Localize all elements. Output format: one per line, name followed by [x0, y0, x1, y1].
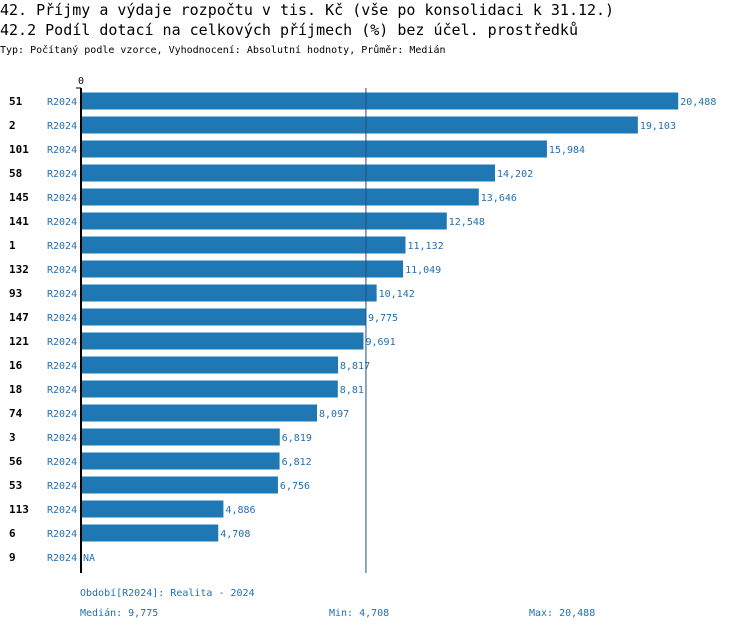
category-label: 93	[9, 287, 22, 300]
value-label: 6,756	[280, 481, 310, 492]
period-label: R2024	[47, 529, 77, 540]
period-label: R2024	[47, 481, 77, 492]
bar	[81, 380, 338, 398]
bar	[81, 500, 224, 518]
period-label: R2024	[47, 97, 77, 108]
category-label: 6	[9, 527, 16, 540]
period-label: R2024	[47, 409, 77, 420]
bar	[81, 284, 377, 302]
footer-min: Min: 4,708	[329, 608, 390, 619]
category-label: 74	[9, 407, 23, 420]
period-label: R2024	[47, 505, 77, 516]
value-label: 4,886	[225, 505, 255, 516]
period-label: R2024	[47, 385, 77, 396]
period-label: R2024	[47, 313, 77, 324]
period-label: R2024	[47, 457, 77, 468]
period-label: R2024	[47, 337, 77, 348]
category-label: 145	[9, 191, 29, 204]
bar	[81, 116, 638, 134]
value-label: 13,646	[481, 193, 517, 204]
value-label: 8,81	[340, 385, 364, 396]
bar	[81, 476, 278, 494]
value-label: 15,984	[549, 145, 585, 156]
value-label: 14,202	[497, 169, 533, 180]
bar	[81, 212, 447, 230]
bar	[81, 260, 404, 278]
x-tick-label: 0	[78, 76, 84, 87]
period-label: R2024	[47, 241, 77, 252]
bar	[81, 332, 364, 350]
value-label: 10,142	[379, 289, 415, 300]
category-label: 132	[9, 263, 29, 276]
period-label: R2024	[47, 265, 77, 276]
bar	[81, 92, 679, 110]
value-label: NA	[83, 553, 95, 564]
category-label: 56	[9, 455, 23, 468]
period-label: R2024	[47, 145, 77, 156]
value-label: 4,708	[220, 529, 250, 540]
category-label: 3	[9, 431, 16, 444]
bar	[81, 404, 318, 422]
bar	[81, 452, 280, 470]
chart-title: 42. Příjmy a výdaje rozpočtu v tis. Kč (…	[0, 1, 615, 19]
bar	[81, 164, 495, 182]
bar	[81, 308, 366, 326]
value-label: 11,049	[405, 265, 441, 276]
category-label: 2	[9, 119, 16, 132]
category-label: 147	[9, 311, 29, 324]
period-label: R2024	[47, 169, 77, 180]
period-label: R2024	[47, 433, 77, 444]
value-label: 9,775	[368, 313, 398, 324]
value-label: 12,548	[449, 217, 485, 228]
category-label: 58	[9, 167, 22, 180]
period-label: R2024	[47, 121, 77, 132]
bar	[81, 428, 280, 446]
value-label: 11,132	[407, 241, 443, 252]
chart-type-info: Typ: Počítaný podle vzorce, Vyhodnocení:…	[0, 45, 446, 56]
category-label: 16	[9, 359, 23, 372]
footer-period: Období[R2024]: Realita - 2024	[80, 588, 255, 599]
category-label: 9	[9, 551, 16, 564]
bar	[81, 188, 479, 206]
category-label: 53	[9, 479, 22, 492]
category-label: 51	[9, 95, 23, 108]
value-label: 8,097	[319, 409, 349, 420]
period-label: R2024	[47, 361, 77, 372]
period-label: R2024	[47, 217, 77, 228]
category-label: 113	[9, 503, 29, 516]
bar	[81, 356, 339, 374]
value-label: 9,691	[365, 337, 395, 348]
category-label: 101	[9, 143, 29, 156]
value-label: 6,819	[282, 433, 312, 444]
value-label: 6,812	[282, 457, 312, 468]
category-label: 121	[9, 335, 29, 348]
bar	[81, 524, 219, 542]
period-label: R2024	[47, 289, 77, 300]
category-label: 18	[9, 383, 22, 396]
category-label: 141	[9, 215, 29, 228]
period-label: R2024	[47, 553, 77, 564]
footer-median: Medián: 9,775	[80, 608, 159, 619]
chart-subtitle: 42.2 Podíl dotací na celkových příjmech …	[0, 21, 578, 39]
value-label: 8,817	[340, 361, 370, 372]
footer-max: Max: 20,488	[529, 608, 596, 619]
value-label: 20,488	[680, 97, 716, 108]
value-label: 19,103	[640, 121, 676, 132]
category-label: 1	[9, 239, 16, 252]
bar	[81, 236, 406, 254]
bar	[81, 140, 547, 158]
period-label: R2024	[47, 193, 77, 204]
